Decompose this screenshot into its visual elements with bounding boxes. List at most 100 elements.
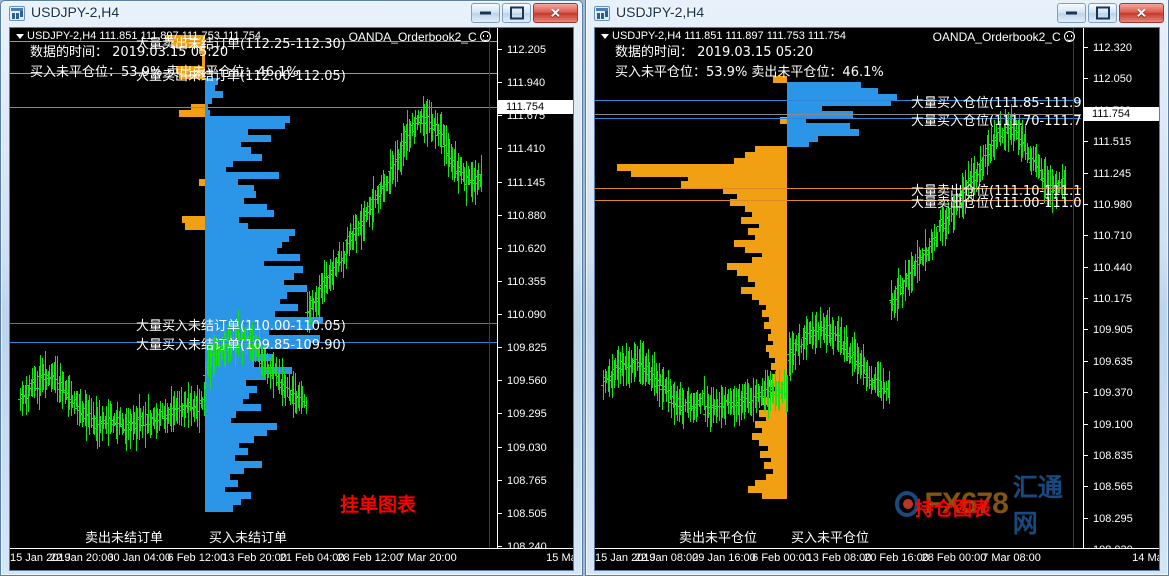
candle-tick [781,384,785,386]
candle [708,393,710,418]
candle [379,182,381,210]
candle-tick [944,223,948,225]
buy-volume-bar [205,429,268,437]
chart-right[interactable]: 大量买入仓位(111.85-111.90) 大量买入仓位(111.70-111.7… [594,27,1160,571]
candle [445,124,447,165]
candle [695,391,697,423]
chart-right-time-axis[interactable]: 15 Jan 2019 22 Jan 08:00 29 Jan 16:00 6 Feb… [595,548,1159,570]
candle-tick [624,364,628,366]
candle-tick [774,393,778,395]
buy-volume-bar [205,398,243,406]
candle-tick [38,375,42,377]
chart-left-time-axis[interactable]: 15 Jan 2019 22 Jan 20:00 30 Jan 04:00 6 Feb… [10,548,573,570]
candle-tick [1018,143,1022,145]
price-level-line [10,41,497,43]
sell-volume-bar [165,34,205,42]
close-icon: ✕ [550,5,561,21]
candle-tick [840,347,844,349]
candle-tick [430,127,434,129]
candle-tick [605,379,609,381]
candle [384,173,386,202]
time-tick-label: 30 Jan 04:00 [107,552,172,564]
tick-mark [498,181,502,183]
current-price-tag: 111.754 [497,99,573,114]
candle-tick [614,364,618,366]
buy-volume-bar [787,99,891,107]
candle [1029,145,1031,171]
close-button[interactable]: ✕ [1119,3,1164,23]
candle [773,383,775,405]
candle [87,399,89,428]
candle-tick [795,344,799,346]
candle [472,162,474,203]
candle-tick [962,192,966,194]
chart-right-price-axis[interactable]: 112.320112.050111.780111.515111.245110.9… [1083,28,1159,556]
buy-volume-bar [205,78,219,86]
sell-volume-bar [765,304,787,312]
candle [345,239,347,269]
candle-tick [687,408,691,410]
candle [787,375,789,412]
candle-tick [975,171,979,173]
candle-tick [388,171,392,173]
sell-volume-bar [751,210,787,218]
minimize-button[interactable] [1057,3,1086,23]
candle [746,379,748,408]
candle [351,230,353,250]
candle-tick [318,285,322,287]
candle [270,356,272,389]
price-level-label: 大量买入未结订单(110.00-110.05) [136,319,346,335]
buy-volume-bar [205,266,304,274]
candle [629,347,631,388]
candle [26,375,28,416]
candle [924,229,926,271]
close-button[interactable]: ✕ [533,3,578,23]
buy-volume-bar [205,310,276,318]
candle-tick [56,389,60,391]
time-tick-label: 15 Jan 2019 [595,552,656,564]
candle-tick [416,117,420,119]
candle-tick [33,379,37,381]
candle-tick [298,397,302,399]
candle-tick [238,337,242,339]
window-controls-right: ✕ [1057,3,1164,23]
minimize-button[interactable] [471,3,500,23]
candle [232,326,234,349]
smiley-icon [1064,31,1075,42]
candle-tick [862,365,866,367]
price-tick: 110.175 [1084,293,1159,305]
candle-tick [1032,159,1036,161]
price-tick-label: 109.905 [1093,324,1133,337]
buy-volume-bar [205,116,291,124]
candle [447,132,449,177]
candle-tick [899,293,903,295]
sell-volume-bar [762,310,787,318]
watermark-cn: 汇通网 [1012,473,1063,538]
chart-left-plot[interactable]: 大量卖出未结订单(112.25-112.30) 大量卖出未结订单(112.00-1… [10,28,497,548]
candle [44,350,46,398]
candle [878,361,880,398]
chart-right-plot[interactable]: 大量买入仓位(111.85-111.90) 大量买入仓位(111.70-111.7… [595,28,1081,548]
candle [865,362,867,392]
sell-volume-bar [631,169,787,177]
price-tick: 109.030 [498,442,573,454]
sell-volume-bar [767,444,787,452]
candle [106,405,108,434]
candle-tick [65,396,69,398]
candle [254,333,256,362]
tick-mark [498,546,502,547]
buy-volume-bar [205,253,301,261]
candle-tick [1063,178,1067,180]
candle-tick [286,387,290,389]
chart-left[interactable]: 大量卖出未结订单(112.25-112.30) 大量卖出未结订单(112.00-1… [9,27,574,571]
chart-left-price-axis[interactable]: 112.205 111.940 111.675 111.410 111.145 110.8… [497,28,573,553]
candle [212,333,214,377]
price-level-line [10,323,497,325]
maximize-button[interactable] [502,3,531,23]
candle-tick [817,327,821,329]
maximize-button[interactable] [1088,3,1117,23]
current-bar-line [489,28,490,548]
candle [192,399,194,417]
candle [1028,147,1030,160]
candle-tick [405,130,409,132]
